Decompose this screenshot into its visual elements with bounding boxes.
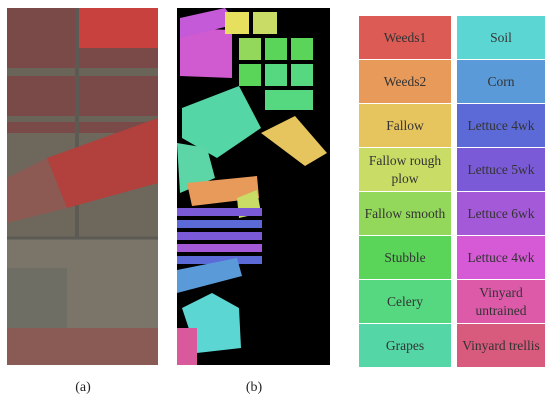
legend-label: Lettuce 4wk (467, 249, 535, 265)
caption-a: (a) (75, 380, 91, 395)
legend-item-celery: Celery (359, 280, 451, 324)
region-celery-2 (291, 64, 313, 86)
legend-label: Vinyard untrained (475, 284, 527, 318)
legend-label: Vinyard trellis (462, 337, 540, 353)
legend-label: Soil (490, 29, 512, 45)
legend-label: Fallow rough plow (368, 152, 442, 186)
legend-item-soil: Soil (457, 16, 545, 60)
legend-label: Weeds1 (383, 29, 427, 45)
region-lettuce-purple-top (180, 8, 237, 38)
legend-item-corn: Corn (457, 60, 545, 104)
legend-right-column: Soil Corn Lettuce 4wk Lettuce 5wk Lettuc… (457, 16, 545, 368)
region-lettuce-purple (180, 28, 232, 78)
legend-left-column: Weeds1 Weeds2 Fallow Fallow rough plow F… (359, 16, 451, 368)
ground-truth-map-svg (177, 8, 330, 365)
region-grapes (182, 86, 261, 158)
legend-item-fallow-rough-plow: Fallow rough plow (359, 148, 451, 192)
legend-label: Grapes (385, 337, 425, 353)
red-field-bottom (7, 328, 158, 365)
legend-label: Fallow (386, 117, 424, 133)
legend-label: Corn (487, 73, 515, 89)
region-lettuce5-1 (177, 208, 262, 216)
road-horizontal-2 (7, 116, 158, 122)
legend-item-lettuce-6wk: Lettuce 6wk (457, 192, 545, 236)
region-stubble-2 (291, 38, 313, 60)
region-fallow-smooth (239, 38, 261, 60)
legend-item-grapes: Grapes (359, 324, 451, 368)
legend-label: Weeds2 (383, 73, 427, 89)
legend-item-lettuce-4wk-b: Lettuce 4wk (457, 236, 545, 280)
grey-field-bottom-left (7, 268, 67, 328)
red-field-top-right (77, 8, 158, 48)
region-celery-3 (265, 90, 313, 110)
legend-label: Lettuce 6wk (467, 205, 535, 221)
caption-b: (b) (245, 380, 263, 395)
region-lettuce5-2 (177, 232, 262, 240)
legend-item-fallow-smooth: Fallow smooth (359, 192, 451, 236)
legend-item-vinyard-trellis: Vinyard trellis (457, 324, 545, 368)
region-lettuce6 (177, 244, 262, 252)
legend-item-weeds1: Weeds1 (359, 16, 451, 60)
red-field-diagonal (47, 118, 158, 208)
region-fallow-rough (253, 12, 277, 34)
red-field-left (7, 158, 67, 223)
ground-truth-map (177, 8, 330, 365)
false-color-image-svg (7, 8, 158, 365)
legend-label: Lettuce 4wk (467, 117, 535, 133)
region-stubble-3 (239, 64, 261, 86)
region-fallow-top (225, 12, 249, 34)
legend-item-fallow: Fallow (359, 104, 451, 148)
false-color-image (7, 8, 158, 365)
region-corn (177, 258, 242, 293)
legend-label: Stubble (384, 249, 426, 265)
legend-item-vinyard-untrained: Vinyard untrained (457, 280, 545, 324)
legend-item-weeds2: Weeds2 (359, 60, 451, 104)
region-vinyard (177, 328, 197, 365)
legend-item-lettuce-5wk: Lettuce 5wk (457, 148, 545, 192)
region-celery-1 (265, 64, 287, 86)
legend-item-stubble: Stubble (359, 236, 451, 280)
legend-label: Fallow smooth (364, 205, 446, 221)
region-lettuce4-1 (177, 220, 262, 228)
region-stubble-1 (265, 38, 287, 60)
region-grapes-2 (177, 143, 215, 193)
legend-label: Lettuce 5wk (467, 161, 535, 177)
legend-item-lettuce-4wk: Lettuce 4wk (457, 104, 545, 148)
region-lettuce4-2 (177, 256, 262, 264)
road-horizontal-1 (7, 68, 158, 76)
region-fallow-diag (261, 116, 327, 166)
legend-label: Celery (387, 293, 423, 309)
